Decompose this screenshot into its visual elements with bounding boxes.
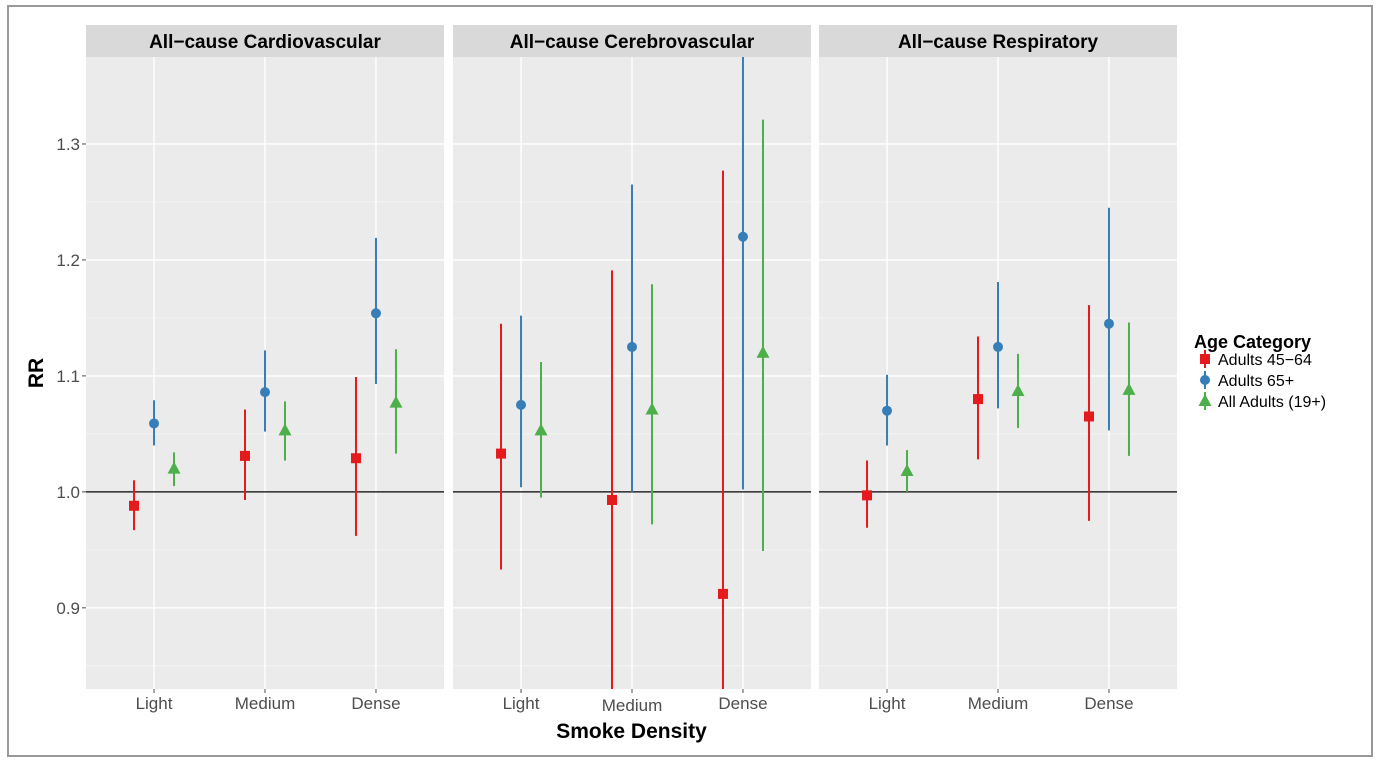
legend-label: Adults 45−64 bbox=[1218, 352, 1312, 369]
y-axis: 0.9 1.0 1.1 1.2 1.3 bbox=[56, 135, 86, 618]
facet-all-cause-respiratory: All−cause Respiratory bbox=[819, 25, 1177, 689]
point-all-adults-19 bbox=[900, 463, 914, 476]
point-all-adults-19 bbox=[756, 345, 770, 358]
point-adults-65 bbox=[370, 308, 381, 319]
point-adults-65 bbox=[1103, 318, 1114, 329]
point-adults-45-64 bbox=[607, 494, 617, 505]
y-tick-label: 1.0 bbox=[56, 483, 80, 502]
legend-key-circle bbox=[1200, 375, 1210, 385]
point-adults-45-64 bbox=[496, 448, 507, 459]
point-all-adults-19 bbox=[167, 461, 181, 474]
facet-strip bbox=[86, 25, 444, 57]
facet-title: All−cause Respiratory bbox=[898, 32, 1099, 53]
point-all-adults-19 bbox=[1122, 382, 1136, 395]
legend-item-adults-45-64: Adults 45−64 bbox=[1200, 350, 1312, 369]
point-adults-45-64 bbox=[240, 450, 250, 461]
panel-data bbox=[862, 207, 1136, 528]
facet-title: All−cause Cerebrovascular bbox=[510, 32, 755, 53]
x-tick-label: Light bbox=[503, 694, 540, 713]
point-adults-45-64 bbox=[1083, 411, 1094, 422]
point-adults-65 bbox=[260, 387, 270, 398]
point-adults-45-64 bbox=[350, 453, 361, 464]
point-all-adults-19 bbox=[389, 395, 403, 408]
facet-all-cause-cerebrovascular: All−cause Cerebrovascular bbox=[453, 25, 811, 689]
legend: Age Category Adults 45−64 Adults 65+ All A… bbox=[1194, 332, 1326, 411]
point-adults-65 bbox=[627, 341, 637, 352]
x-tick-label: Dense bbox=[351, 694, 400, 713]
point-adults-45-64 bbox=[129, 500, 140, 511]
legend-title: Age Category bbox=[1194, 332, 1311, 352]
y-tick-label: 0.9 bbox=[56, 599, 80, 618]
point-adults-65 bbox=[993, 341, 1003, 352]
point-adults-45-64 bbox=[717, 588, 728, 599]
x-tick-label: Medium bbox=[235, 694, 295, 713]
x-tick-label: Dense bbox=[718, 694, 767, 713]
point-adults-45-64 bbox=[862, 490, 873, 501]
panel-data bbox=[129, 237, 403, 536]
point-adults-65 bbox=[882, 405, 893, 416]
facet-strip bbox=[453, 25, 811, 57]
point-adults-65 bbox=[516, 399, 527, 410]
facet-strip bbox=[819, 25, 1177, 57]
legend-item-all-adults-19: All Adults (19+) bbox=[1198, 392, 1326, 411]
figure-frame bbox=[7, 5, 1373, 757]
point-all-adults-19 bbox=[1011, 383, 1025, 396]
x-tick-label: Light bbox=[136, 694, 173, 713]
legend-key-square bbox=[1200, 354, 1210, 364]
legend-label: Adults 65+ bbox=[1218, 373, 1294, 390]
point-all-adults-19 bbox=[645, 402, 659, 415]
y-tick-label: 1.2 bbox=[56, 251, 80, 270]
facet-panels: All−cause Cardiovascular All−cause Cerebr… bbox=[86, 25, 1177, 689]
x-tick-label: Medium bbox=[602, 696, 662, 715]
y-tick-label: 1.3 bbox=[56, 135, 80, 154]
point-all-adults-19 bbox=[534, 423, 548, 436]
legend-label: All Adults (19+) bbox=[1218, 394, 1326, 411]
point-adults-65 bbox=[149, 418, 160, 429]
facet-title: All−cause Cardiovascular bbox=[149, 32, 381, 53]
point-adults-45-64 bbox=[973, 394, 983, 405]
panel-data bbox=[496, 57, 770, 689]
point-adults-65 bbox=[737, 231, 748, 242]
x-tick-label: Medium bbox=[968, 694, 1028, 713]
x-axis: Light Medium Dense Light Medium Dense Light Med… bbox=[136, 689, 1134, 715]
y-tick-label: 1.1 bbox=[56, 367, 80, 386]
x-axis-title: Smoke Density bbox=[556, 720, 707, 743]
y-axis-title: RR bbox=[25, 358, 48, 388]
legend-key-triangle bbox=[1198, 394, 1212, 406]
point-all-adults-19 bbox=[278, 423, 292, 436]
x-tick-label: Dense bbox=[1084, 694, 1133, 713]
legend-item-adults-65: Adults 65+ bbox=[1200, 371, 1294, 390]
x-tick-label: Light bbox=[869, 694, 906, 713]
facet-all-cause-cardiovascular: All−cause Cardiovascular bbox=[86, 25, 444, 689]
